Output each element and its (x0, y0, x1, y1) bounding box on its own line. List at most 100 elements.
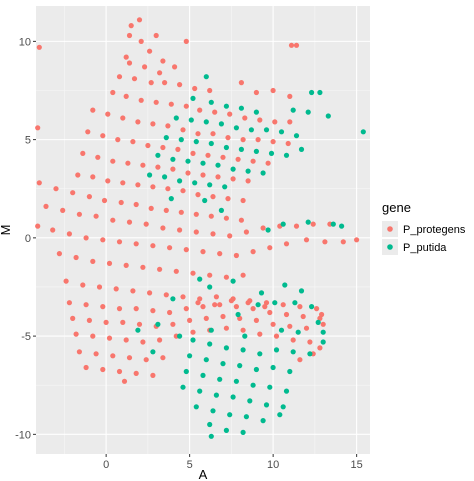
point-P_protegens (354, 237, 360, 243)
point-P_protegens (85, 129, 91, 135)
y-tick-label: -5 (21, 331, 31, 343)
point-P_putida (250, 382, 256, 388)
point-P_protegens (203, 315, 209, 321)
point-P_protegens (307, 339, 313, 345)
point-P_protegens (288, 42, 295, 48)
point-P_putida (257, 351, 263, 357)
point-P_protegens (83, 364, 89, 371)
point-P_protegens (240, 197, 246, 204)
point-P_putida (315, 319, 321, 325)
point-P_putida (210, 408, 216, 414)
y-tick-label: -10 (15, 429, 31, 441)
point-P_protegens (133, 201, 139, 208)
point-P_protegens (160, 58, 166, 64)
point-P_protegens (220, 313, 226, 320)
point-P_protegens (147, 48, 153, 54)
point-P_putida (320, 329, 326, 335)
point-P_protegens (133, 370, 139, 376)
point-P_protegens (93, 351, 99, 357)
point-P_protegens (140, 264, 146, 270)
point-P_protegens (210, 131, 216, 137)
point-P_protegens (140, 339, 146, 345)
point-P_putida (208, 99, 214, 105)
point-P_protegens (223, 325, 229, 331)
point-P_protegens (322, 239, 328, 245)
point-P_putida (223, 427, 229, 433)
point-P_protegens (135, 182, 141, 188)
point-P_protegens (265, 160, 271, 166)
point-P_protegens (157, 70, 163, 76)
point-P_protegens (150, 308, 156, 314)
point-P_putida (263, 127, 270, 133)
point-P_protegens (148, 205, 154, 211)
point-P_putida (243, 414, 249, 420)
point-P_protegens (242, 115, 248, 121)
point-P_protegens (293, 223, 300, 229)
point-P_protegens (200, 249, 206, 255)
point-P_protegens (183, 38, 189, 45)
point-P_protegens (283, 241, 290, 247)
point-P_protegens (297, 357, 303, 363)
point-P_putida (248, 127, 254, 133)
point-P_putida (218, 121, 224, 127)
point-P_protegens (267, 309, 273, 316)
point-P_protegens (262, 304, 268, 310)
point-P_protegens (115, 137, 121, 143)
point-P_protegens (35, 125, 41, 131)
point-P_putida (283, 152, 290, 158)
point-P_protegens (235, 156, 241, 162)
point-P_protegens (207, 87, 213, 94)
point-P_putida (147, 172, 153, 178)
point-P_protegens (310, 221, 316, 227)
point-P_protegens (150, 243, 156, 249)
point-P_protegens (260, 225, 266, 231)
point-P_protegens (100, 237, 106, 243)
point-P_protegens (147, 290, 153, 296)
legend-label: P_putida (403, 242, 447, 254)
legend: gene P_protegens P_putida (382, 200, 466, 255)
point-P_putida (197, 276, 203, 282)
point-P_protegens (75, 172, 81, 178)
point-P_putida (235, 311, 241, 318)
point-P_protegens (213, 294, 219, 300)
point-P_putida (267, 384, 273, 390)
point-P_protegens (270, 139, 276, 145)
point-P_putida (247, 398, 253, 404)
point-P_protegens (105, 178, 111, 184)
point-P_putida (240, 347, 246, 353)
point-P_putida (203, 119, 209, 125)
point-P_protegens (195, 300, 201, 306)
point-P_protegens (133, 241, 139, 247)
point-P_protegens (187, 317, 193, 323)
point-P_putida (220, 361, 226, 367)
x-tick-label: 5 (187, 459, 193, 471)
point-P_protegens (300, 313, 306, 320)
point-P_protegens (253, 317, 259, 323)
point-P_protegens (170, 321, 176, 327)
major-gridlines (36, 6, 370, 454)
point-P_putida (278, 327, 285, 333)
point-P_putida (187, 353, 193, 359)
point-P_protegens (110, 158, 116, 164)
point-P_putida (233, 378, 239, 384)
point-P_protegens (160, 225, 166, 231)
point-P_protegens (131, 76, 138, 82)
point-P_putida (207, 284, 213, 290)
point-P_putida (197, 388, 203, 394)
point-P_protegens (100, 366, 106, 373)
point-P_protegens (138, 38, 144, 45)
point-P_putida (193, 404, 199, 410)
point-P_protegens (73, 331, 79, 337)
point-P_putida (273, 347, 280, 353)
point-P_putida (253, 148, 259, 154)
point-P_protegens (257, 117, 263, 123)
legend-item: P_putida (382, 239, 447, 255)
point-P_protegens (157, 266, 163, 272)
point-P_protegens (245, 300, 251, 306)
point-P_protegens (210, 194, 216, 200)
point-P_protegens (270, 87, 276, 94)
point-P_putida (272, 300, 278, 306)
point-P_protegens (195, 131, 201, 137)
point-P_putida (207, 182, 213, 188)
point-P_putida (200, 160, 206, 166)
